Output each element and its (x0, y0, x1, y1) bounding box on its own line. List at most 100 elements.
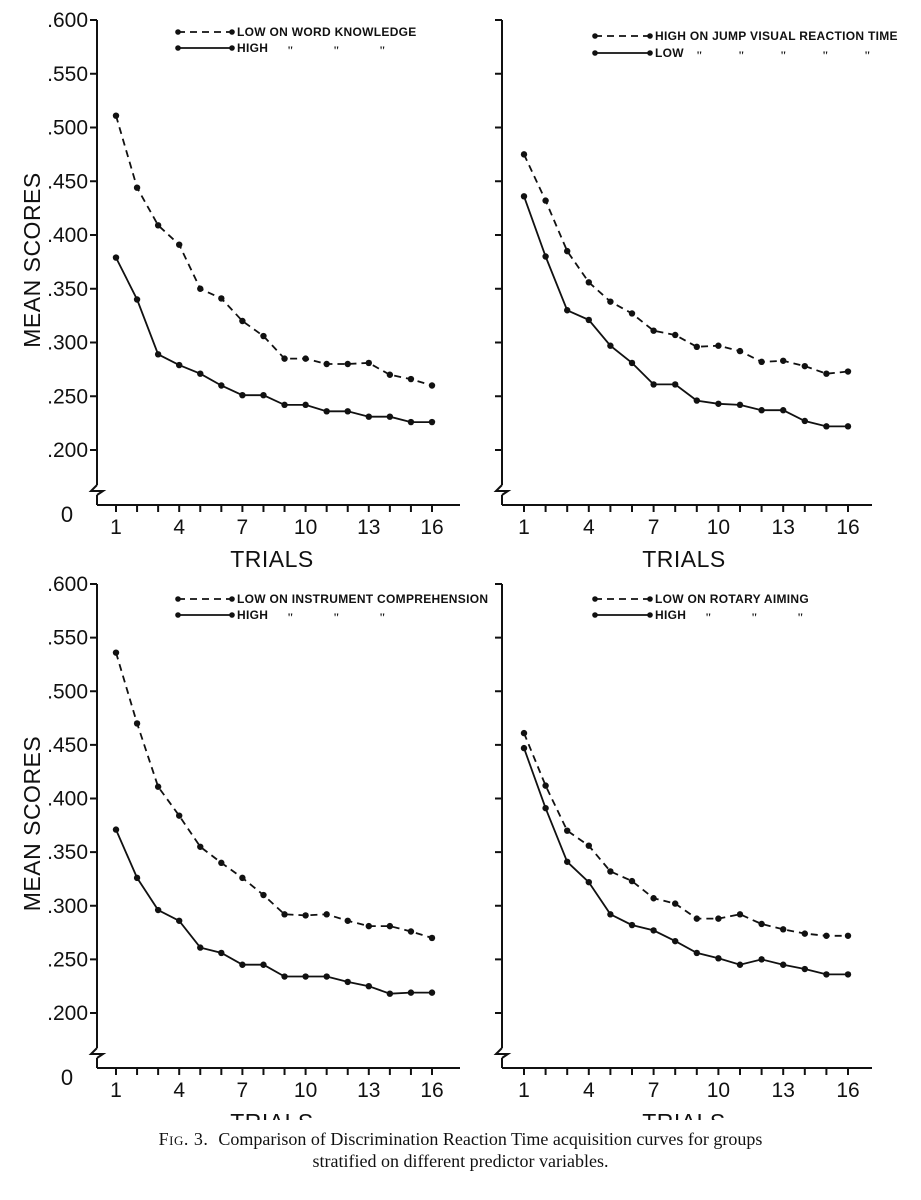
data-point (133, 296, 141, 303)
data-point (344, 978, 351, 986)
data-point (736, 961, 744, 968)
data-point (133, 184, 141, 191)
series-line-solid (523, 195, 848, 428)
x-tick-label: 1 (110, 516, 122, 539)
data-point (758, 407, 765, 414)
data-point (607, 342, 614, 349)
y-tick-label: .450 (47, 734, 88, 757)
series-line-solid (115, 829, 432, 995)
data-point (133, 720, 141, 727)
x-tick-label: 4 (173, 1079, 185, 1102)
data-point (564, 827, 571, 834)
legend-ditto-mark: " (287, 43, 294, 57)
data-point (197, 843, 204, 850)
data-point (239, 961, 246, 968)
data-point (197, 944, 204, 951)
data-point (176, 917, 183, 924)
data-point (715, 400, 722, 407)
data-point (112, 112, 120, 119)
legend-ditto-mark: " (333, 610, 340, 624)
y-tick-label: .600 (47, 9, 88, 32)
legend-ditto-mark: " (864, 48, 871, 62)
data-point (672, 331, 679, 339)
y-axis-break (493, 484, 512, 496)
data-point (520, 744, 528, 752)
data-point (176, 241, 183, 248)
figure-number: Fig. 3. (158, 1129, 209, 1149)
x-tick-label: 16 (836, 516, 859, 539)
data-point (801, 417, 808, 425)
data-point (715, 955, 722, 962)
y-tick-label: .200 (47, 439, 88, 462)
data-point (365, 982, 372, 990)
data-point (801, 930, 808, 937)
y-tick-label: .550 (47, 63, 88, 86)
data-point (428, 934, 436, 942)
data-point (133, 874, 141, 882)
data-point (344, 408, 351, 415)
legend-marker (592, 612, 598, 618)
data-point (323, 408, 330, 415)
y-tick-label: .350 (47, 278, 88, 301)
data-point (260, 961, 267, 968)
x-axis-title: TRIALS (642, 546, 726, 572)
data-point (323, 360, 330, 368)
legend-ditto-mark: " (379, 43, 386, 57)
x-axis-title: TRIALS (230, 546, 314, 572)
y-tick-label: .250 (47, 948, 88, 971)
legend-marker (175, 612, 181, 618)
y-tick-label: .600 (47, 573, 88, 596)
legend-marker (647, 33, 653, 39)
x-tick-label: 4 (583, 1079, 595, 1102)
x-tick-label: 10 (707, 1079, 730, 1102)
legend-marker (592, 50, 598, 56)
legend-marker (592, 33, 598, 39)
caption-text-1: Comparison of Discrimination Reaction Ti… (218, 1129, 763, 1149)
legend-marker (229, 596, 235, 602)
series-line-dashed (523, 732, 848, 937)
data-point (386, 413, 394, 420)
data-point (693, 915, 700, 922)
data-point (407, 928, 415, 935)
data-point (585, 842, 592, 849)
legend-label: LOW ON ROTARY AIMING (655, 592, 809, 606)
data-point (407, 418, 415, 426)
legend-marker (592, 596, 598, 602)
series-line-dashed (115, 652, 433, 939)
data-point (585, 279, 592, 286)
data-point (844, 368, 852, 375)
x-tick-label: 13 (772, 516, 795, 539)
data-point (407, 375, 415, 383)
y-axis-title: MEAN SCORES (19, 736, 45, 911)
data-point (585, 878, 592, 886)
data-point (302, 401, 309, 409)
x-tick-label: 10 (707, 516, 730, 539)
data-point (564, 858, 571, 865)
y-axis-break (88, 1047, 107, 1059)
legend-marker (229, 45, 235, 51)
data-point (407, 989, 415, 996)
data-point (154, 222, 162, 229)
x-tick-label: 16 (420, 516, 443, 539)
data-point (197, 370, 204, 377)
data-point (628, 877, 636, 885)
data-point (176, 361, 183, 369)
y-axis-break (88, 484, 107, 496)
data-point (365, 922, 372, 930)
data-point (715, 342, 722, 349)
data-point (218, 949, 225, 957)
data-point (302, 912, 309, 919)
x-tick-label: 13 (772, 1079, 795, 1102)
data-point (736, 347, 744, 355)
data-point (758, 920, 765, 928)
legend-marker (229, 612, 235, 618)
data-point (780, 407, 787, 414)
legend-marker (175, 45, 181, 51)
x-tick-label: 1 (110, 1079, 122, 1102)
legend-label: HIGH (237, 41, 268, 55)
data-point (197, 285, 204, 292)
x-tick-label: 1 (518, 516, 530, 539)
data-point (260, 891, 267, 899)
x-tick-label: 7 (237, 1079, 249, 1102)
data-point (323, 911, 330, 918)
